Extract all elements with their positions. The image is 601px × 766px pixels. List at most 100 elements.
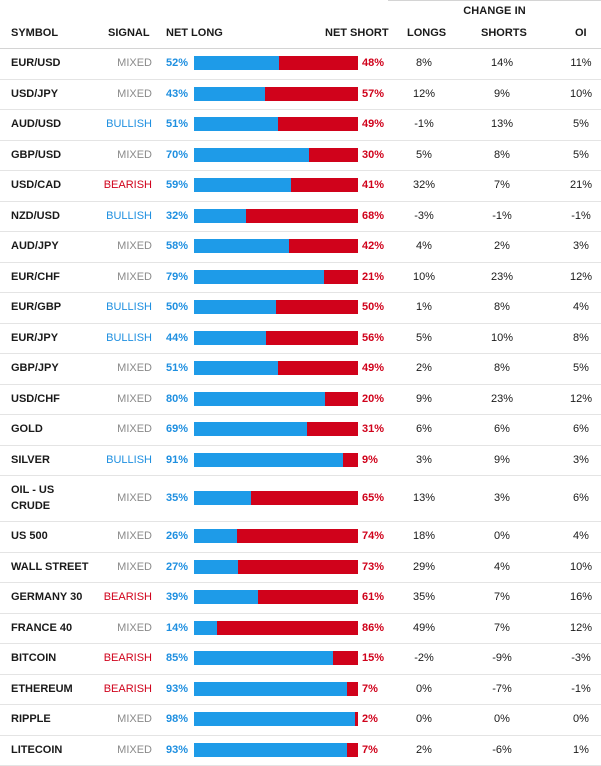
sentiment-bar <box>194 643 358 674</box>
symbol-link[interactable]: EUR/USD <box>11 48 91 79</box>
longs-column-header[interactable]: LONGS <box>407 18 446 48</box>
net-long-bar-fill <box>194 651 333 665</box>
symbol-link[interactable]: USD/CHF <box>11 384 91 415</box>
net-long-value: 32% <box>158 201 188 232</box>
net-short-value: 21% <box>362 262 392 293</box>
symbol-link[interactable]: WALL STREET <box>11 552 91 583</box>
symbol-link[interactable]: USD/CAD <box>11 170 91 201</box>
change-oi-value: 3% <box>555 231 601 262</box>
change-shorts-value: 8% <box>476 353 528 384</box>
net-short-value: 50% <box>362 292 392 323</box>
symbol-link[interactable]: EUR/GBP <box>11 292 91 323</box>
change-oi-value: 0% <box>555 704 601 735</box>
net-long-bar-fill <box>194 361 278 375</box>
symbol-link[interactable]: USD/JPY <box>11 79 91 110</box>
symbol-link[interactable]: LITECOIN <box>11 735 91 766</box>
signal-label: MIXED <box>100 475 152 521</box>
net-long-value: 35% <box>158 475 188 521</box>
symbol-link[interactable]: BITCOIN <box>11 643 91 674</box>
change-oi-value: 8% <box>555 323 601 354</box>
net-long-bar-fill <box>194 270 324 284</box>
symbol-link[interactable]: EUR/CHF <box>11 262 91 293</box>
signal-label: BULLISH <box>100 201 152 232</box>
net-short-column-header[interactable]: NET SHORT <box>325 18 389 48</box>
change-oi-value: 21% <box>555 170 601 201</box>
net-short-bar <box>194 178 358 192</box>
sentiment-bar <box>194 231 358 262</box>
symbol-link[interactable]: SILVER <box>11 445 91 476</box>
net-short-bar <box>194 491 358 505</box>
symbol-link[interactable]: OIL - US CRUDE <box>11 475 91 521</box>
net-short-value: 9% <box>362 445 392 476</box>
net-long-value: 98% <box>158 704 188 735</box>
signal-label: MIXED <box>100 414 152 445</box>
signal-label: MIXED <box>100 552 152 583</box>
net-short-bar <box>194 87 358 101</box>
signal-label: MIXED <box>100 231 152 262</box>
symbol-link[interactable]: GERMANY 30 <box>11 582 91 613</box>
signal-column-header[interactable]: SIGNAL <box>108 18 150 48</box>
symbol-link[interactable]: EUR/JPY <box>11 323 91 354</box>
net-long-column-header[interactable]: NET LONG <box>166 18 223 48</box>
symbol-link[interactable]: ETHEREUM <box>11 674 91 705</box>
net-long-bar-fill <box>194 712 355 726</box>
net-long-value: 51% <box>158 109 188 140</box>
sentiment-bar <box>194 613 358 644</box>
change-oi-value: 16% <box>555 582 601 613</box>
net-long-bar-fill <box>194 590 258 604</box>
change-oi-value: 10% <box>555 79 601 110</box>
net-long-value: 91% <box>158 445 188 476</box>
net-short-value: 7% <box>362 735 392 766</box>
symbol-link[interactable]: NZD/USD <box>11 201 91 232</box>
oi-column-header[interactable]: OI <box>575 18 587 48</box>
net-short-bar <box>194 56 358 70</box>
net-short-value: 15% <box>362 643 392 674</box>
net-long-value: 58% <box>158 231 188 262</box>
symbol-link[interactable]: US 500 <box>11 521 91 552</box>
symbol-link[interactable]: FRANCE 40 <box>11 613 91 644</box>
net-short-bar <box>194 422 358 436</box>
sentiment-bar <box>194 674 358 705</box>
change-shorts-value: 6% <box>476 414 528 445</box>
shorts-column-header[interactable]: SHORTS <box>481 18 527 48</box>
symbol-link[interactable]: AUD/JPY <box>11 231 91 262</box>
symbol-column-header[interactable]: SYMBOL <box>11 18 58 48</box>
change-shorts-value: -1% <box>476 201 528 232</box>
symbol-link[interactable]: GBP/USD <box>11 140 91 171</box>
change-oi-value: 5% <box>555 140 601 171</box>
symbol-link[interactable]: GOLD <box>11 414 91 445</box>
symbol-link[interactable]: RIPPLE <box>11 704 91 735</box>
change-oi-value: 6% <box>555 414 601 445</box>
change-shorts-value: -9% <box>476 643 528 674</box>
sentiment-bar <box>194 170 358 201</box>
symbol-link[interactable]: GBP/JPY <box>11 353 91 384</box>
change-longs-value: 35% <box>398 582 450 613</box>
net-long-bar-fill <box>194 56 279 70</box>
symbol-link[interactable]: AUD/USD <box>11 109 91 140</box>
signal-label: BULLISH <box>100 323 152 354</box>
net-short-bar <box>194 651 358 665</box>
